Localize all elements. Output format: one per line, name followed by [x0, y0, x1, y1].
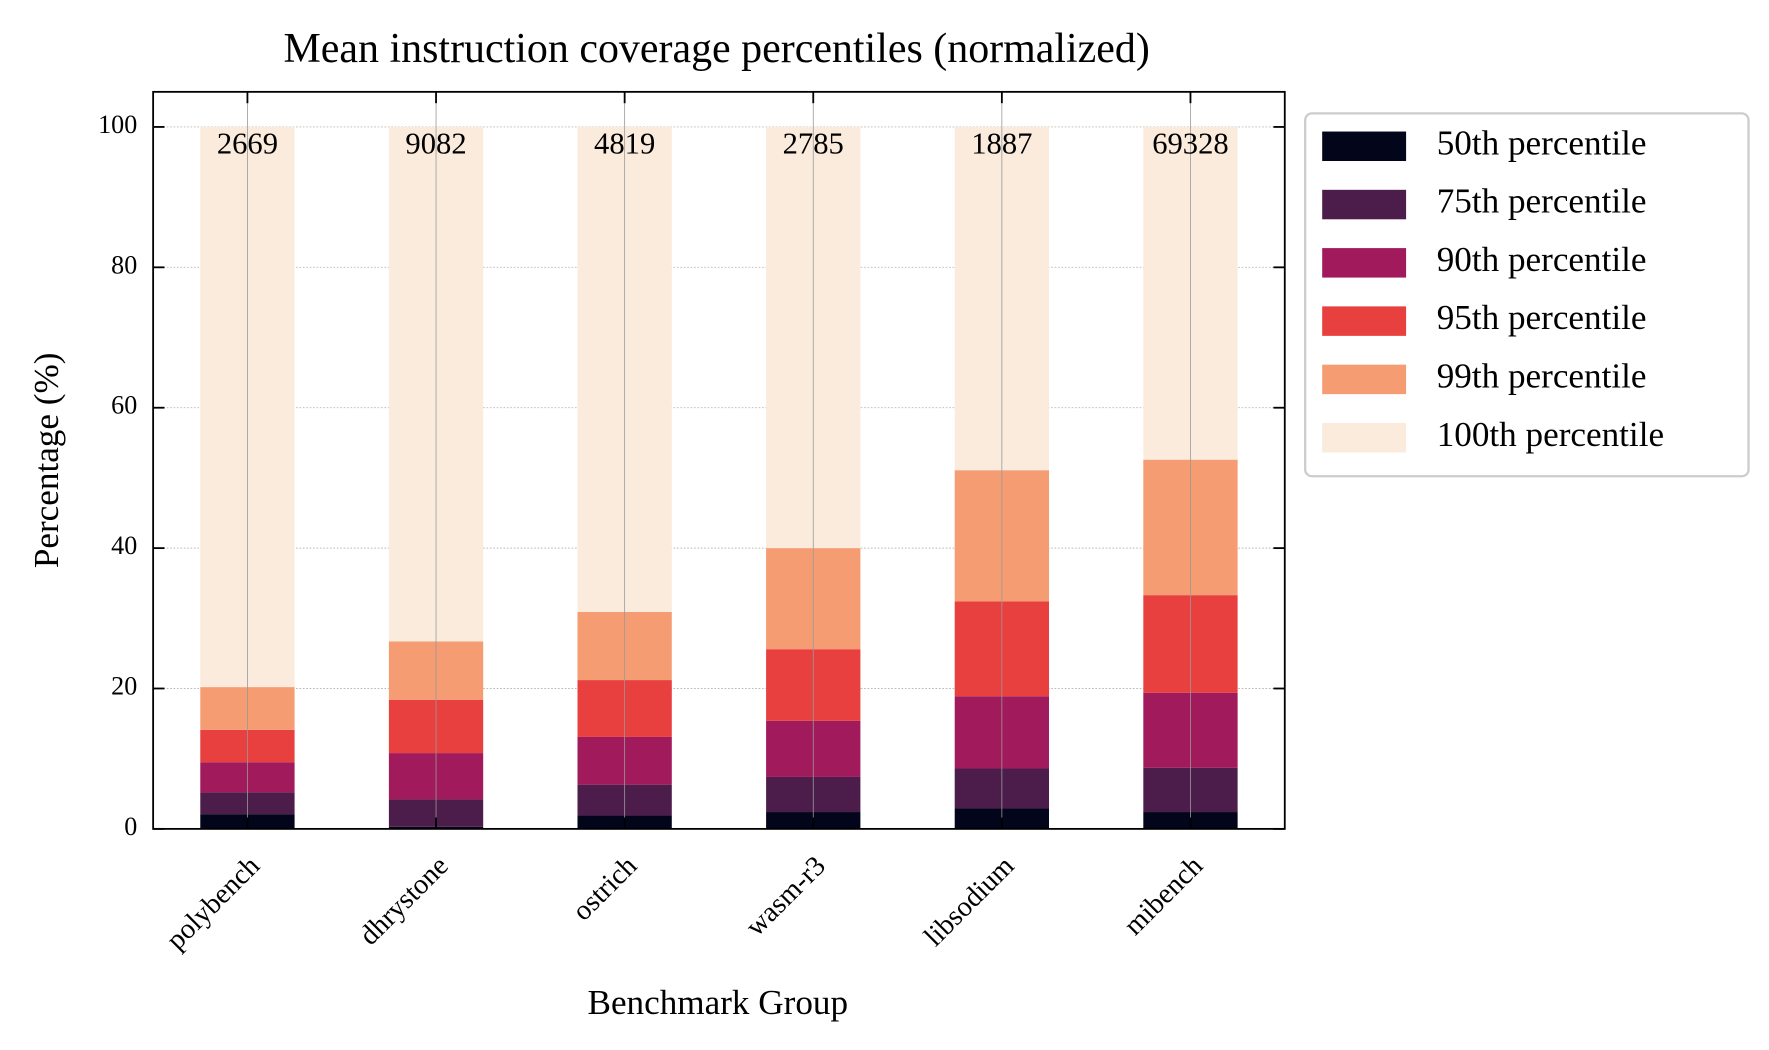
legend-swatch — [1322, 422, 1407, 453]
legend-swatch — [1322, 364, 1407, 395]
x-tick-label: ostrich — [567, 851, 643, 927]
legend-label: 75th percentile — [1437, 182, 1647, 221]
y-tick-label: 0 — [124, 812, 137, 841]
legend-swatch — [1322, 189, 1407, 220]
y-tick-label: 20 — [111, 671, 137, 700]
y-tick-label: 60 — [111, 391, 137, 420]
plot-frame — [152, 90, 1286, 830]
x-tick-label: wasm-r3 — [740, 851, 832, 943]
legend-label: 100th percentile — [1437, 415, 1664, 454]
legend-label: 99th percentile — [1437, 356, 1647, 395]
bar-label: 2785 — [783, 126, 844, 160]
bar-label: 2669 — [217, 126, 278, 160]
legend-swatch — [1322, 306, 1407, 336]
y-axis-label: Percentage (%) — [27, 353, 66, 569]
chart-title: Mean instruction coverage percentiles (n… — [284, 26, 1150, 72]
bar-label: 69328 — [1152, 126, 1229, 160]
bar-label: 9082 — [405, 126, 466, 160]
x-axis-label: Benchmark Group — [588, 983, 849, 1022]
legend-label: 50th percentile — [1437, 123, 1647, 162]
bar-label: 4819 — [594, 126, 655, 160]
legend-swatch — [1322, 248, 1407, 278]
legend-swatch — [1322, 131, 1407, 162]
y-tick-label: 40 — [111, 531, 137, 560]
legend-box — [1304, 112, 1750, 478]
x-tick-label: libsodium — [918, 851, 1020, 953]
x-tick-label: mibench — [1118, 851, 1209, 942]
legend-label: 95th percentile — [1437, 298, 1647, 337]
legend-label: 90th percentile — [1437, 240, 1647, 279]
bar-label: 1887 — [971, 126, 1032, 160]
y-tick-label: 80 — [111, 250, 137, 279]
x-tick-label: polybench — [161, 851, 266, 956]
x-tick-label: dhrystone — [354, 851, 455, 952]
y-tick-label: 100 — [98, 110, 137, 139]
